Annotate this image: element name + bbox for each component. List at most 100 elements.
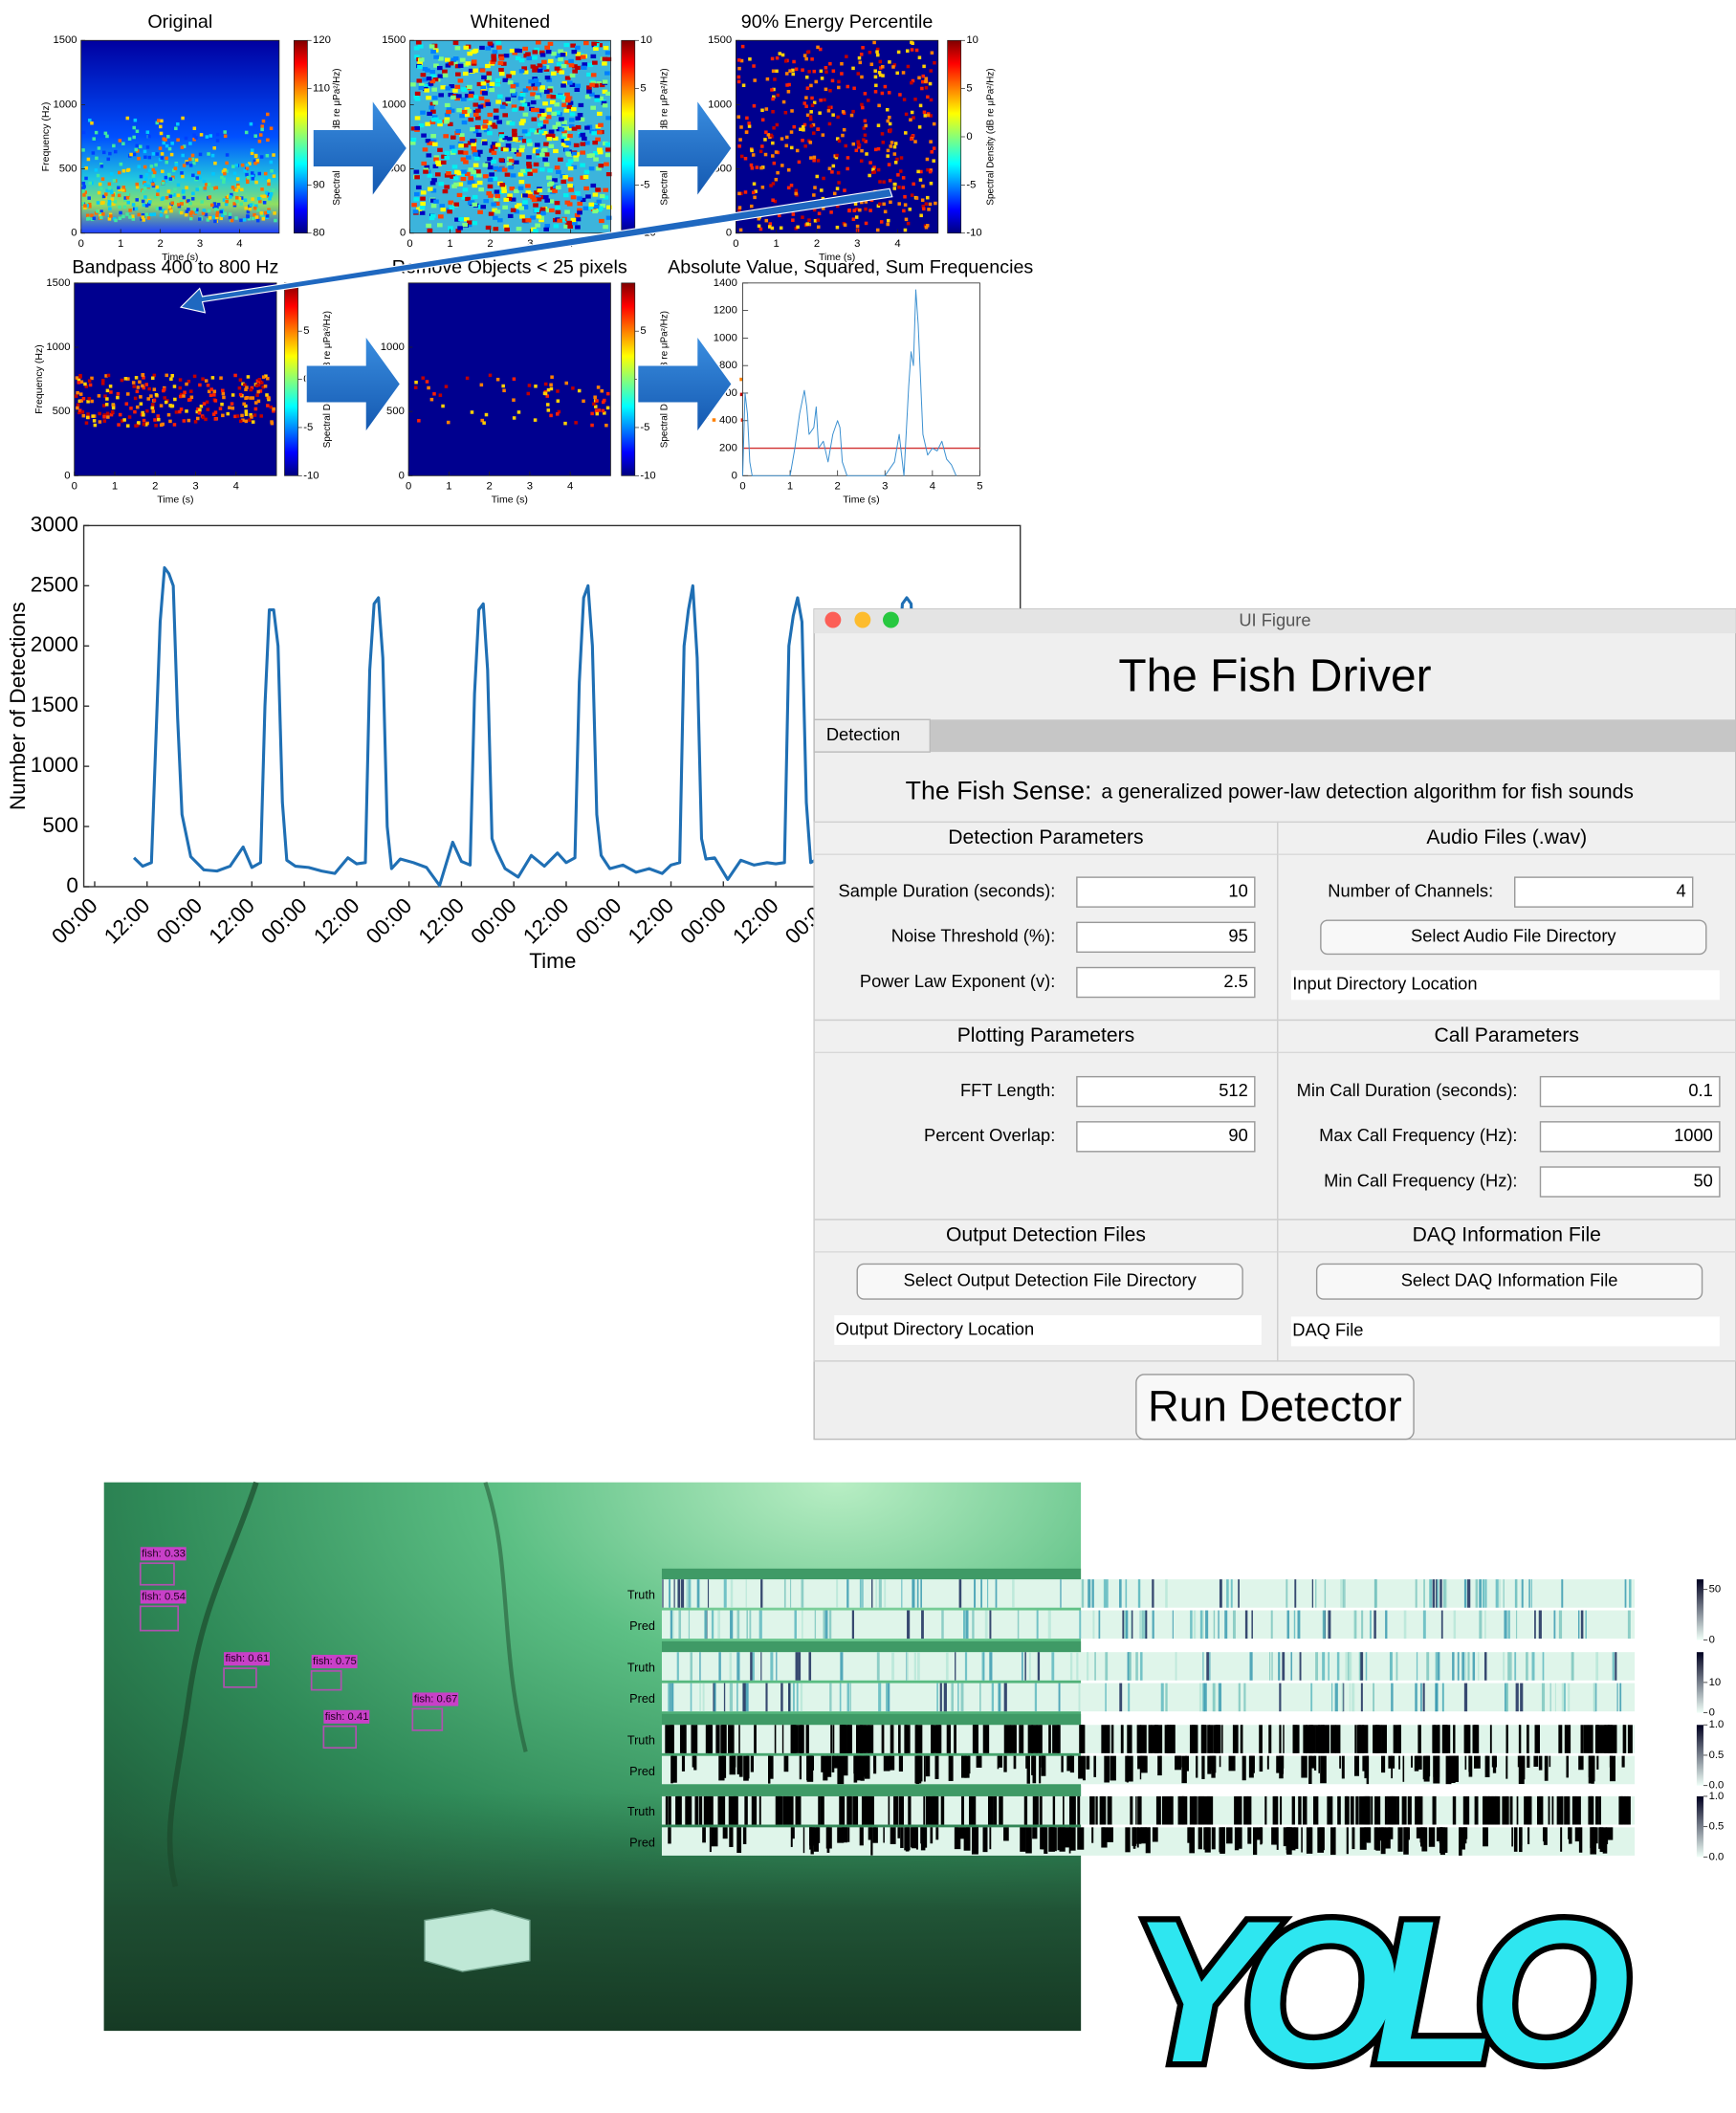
spectrogram-pixel	[569, 118, 575, 122]
strip-event	[1520, 1683, 1524, 1712]
strip-event	[1590, 1827, 1597, 1855]
x-tick-label: 4	[894, 238, 900, 250]
spectrogram-pixel	[200, 200, 204, 204]
input-field[interactable]	[1076, 1075, 1256, 1108]
spectrogram-pixel	[532, 55, 538, 60]
strip-event	[1452, 1795, 1457, 1825]
spectrogram-pixel	[588, 202, 595, 207]
spectrogram-pixel	[854, 148, 859, 153]
input-field[interactable]	[1076, 966, 1256, 999]
spectrogram-pixel	[230, 192, 233, 197]
input-field[interactable]	[1514, 876, 1694, 908]
strip-event	[1571, 1795, 1577, 1825]
strip-event	[1301, 1827, 1303, 1853]
strip-event	[1564, 1795, 1568, 1825]
strip-event	[1346, 1827, 1349, 1855]
spectrogram-pixel	[928, 81, 933, 86]
spectrogram-pixel	[475, 116, 481, 121]
spectrogram-pixel	[871, 167, 875, 172]
spectrogram-pixel	[432, 392, 436, 396]
spectrogram-pixel	[409, 141, 416, 145]
spectrogram-pixel	[858, 60, 863, 65]
window-button[interactable]	[824, 611, 842, 628]
spectrogram-pixel	[79, 399, 84, 403]
run-button[interactable]	[1135, 1374, 1415, 1441]
spectrogram-pixel	[106, 373, 111, 378]
strip-event	[1052, 1795, 1056, 1825]
panel-title: 90% Energy Percentile	[741, 11, 934, 33]
spectrogram-pixel	[464, 112, 470, 118]
input-field[interactable]	[1076, 1121, 1256, 1153]
spectrogram-pixel	[236, 183, 240, 187]
spectrogram-pixel	[596, 81, 603, 86]
spectrogram-pixel	[509, 121, 516, 126]
window-button[interactable]	[882, 611, 899, 628]
spectrogram-pixel	[165, 196, 169, 200]
spectrogram-pixel	[928, 169, 933, 174]
spectrogram-pixel	[437, 74, 444, 78]
spectrogram-pixel	[489, 172, 494, 177]
spectrogram-pixel	[514, 188, 519, 193]
x-tick-label: 1	[447, 238, 452, 250]
strip-event	[711, 1827, 718, 1847]
spectrogram-pixel	[477, 149, 483, 154]
spectrogram-pixel	[843, 188, 846, 192]
strip-event	[783, 1795, 789, 1825]
strip-event	[1397, 1827, 1403, 1852]
button[interactable]	[1315, 1263, 1703, 1300]
button[interactable]	[1320, 919, 1707, 956]
input-field[interactable]	[1076, 876, 1256, 908]
spectrogram-pixel	[96, 173, 100, 178]
chart-title: Absolute Value, Squared, Sum Frequencies	[668, 257, 1033, 278]
spectrogram-pixel	[512, 398, 516, 402]
spectrogram-pixel	[244, 409, 249, 413]
spectrogram-pixel	[875, 228, 880, 232]
strip-event	[1019, 1725, 1024, 1753]
input-field[interactable]	[1539, 1166, 1721, 1198]
strip-event	[1218, 1683, 1222, 1712]
spectrogram-pixel	[564, 209, 570, 214]
input-field[interactable]	[1539, 1121, 1721, 1153]
input-field[interactable]	[1539, 1075, 1721, 1108]
strip-event	[1069, 1755, 1075, 1773]
spectrogram-pixel	[880, 91, 885, 96]
strip-event	[1166, 1725, 1172, 1753]
spectrogram-pixel	[876, 146, 881, 151]
spectrogram-pixel	[568, 187, 574, 192]
spectrogram-pixel	[108, 151, 112, 156]
x-tick-label: 0	[78, 238, 84, 250]
spectrogram-pixel	[743, 190, 748, 194]
strip-colorbar	[1696, 1795, 1703, 1858]
spectrogram-pixel	[166, 135, 170, 139]
tab[interactable]	[813, 718, 932, 753]
spectrogram-pixel	[886, 148, 890, 153]
button[interactable]	[856, 1263, 1243, 1300]
strip-event	[1221, 1827, 1224, 1842]
strip-event	[1568, 1827, 1570, 1839]
spectrogram-pixel	[888, 178, 892, 183]
spectrogram-pixel	[154, 163, 158, 167]
strip-event	[888, 1795, 890, 1825]
strip-event	[1358, 1652, 1362, 1681]
strip-event	[1058, 1683, 1061, 1712]
strip-event	[750, 1652, 753, 1681]
spectrogram-pixel	[895, 157, 899, 162]
subtitle-bold: The Fish Sense:	[906, 776, 1092, 804]
spectrogram-pixel	[476, 81, 483, 87]
spectrogram-pixel	[410, 137, 417, 143]
spectrogram-pixel	[527, 142, 533, 146]
strip-event	[1432, 1579, 1436, 1608]
window-button[interactable]	[854, 611, 871, 628]
spectrogram-pixel	[568, 186, 575, 190]
strip-event	[1359, 1795, 1366, 1825]
spectrogram-pixel	[431, 142, 438, 146]
spectrogram-pixel	[479, 383, 484, 387]
spectrogram-pixel	[810, 96, 814, 100]
x-tick-label: 00:00	[466, 893, 521, 949]
spectrogram-pixel	[551, 71, 557, 76]
spectrogram-pixel	[273, 211, 276, 215]
spectrogram-pixel	[99, 164, 104, 168]
input-field[interactable]	[1076, 921, 1256, 954]
spectrogram-pixel	[147, 386, 151, 391]
strip-event	[1347, 1652, 1351, 1681]
